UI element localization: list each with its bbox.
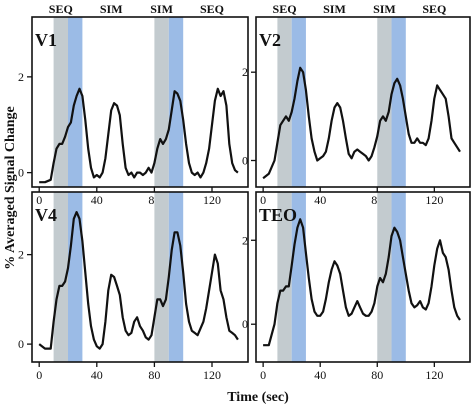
- stimulus-band-3: [377, 17, 392, 187]
- stimulus-band-4: [391, 17, 406, 187]
- stimulus-band-4: [168, 17, 184, 187]
- x-tick-label: 0: [260, 368, 266, 382]
- panel-teo: 0 40 80 120 0 2 TEO: [242, 191, 471, 382]
- panel-label: V4: [35, 205, 57, 225]
- x-tick-label: 120: [203, 368, 221, 382]
- y-tick-label: 0: [242, 154, 248, 168]
- x-tick-label: 40: [91, 368, 103, 382]
- y-axis-label: % Averaged Signal Change: [3, 106, 18, 269]
- signal-line: [262, 66, 461, 180]
- y-tick-label: 0: [18, 166, 24, 180]
- panel-v1: 0408012002V1SEQSIMSIMSEQ: [18, 2, 249, 207]
- panel-label: V1: [35, 30, 57, 50]
- x-tick-label: 120: [425, 193, 443, 207]
- stimulus-band-3: [154, 192, 169, 362]
- block-label: SEQ: [422, 2, 446, 16]
- panel-v2: 0408012002V2SEQSIMSIMSEQ: [242, 2, 471, 207]
- signal-line: [263, 218, 461, 347]
- block-label: SIM: [100, 2, 123, 16]
- plot-frame: [31, 16, 249, 188]
- plot-frame: [255, 16, 471, 188]
- x-tick-label: 120: [425, 368, 443, 382]
- block-label: SIM: [373, 2, 396, 16]
- x-tick-label: 0: [36, 193, 42, 207]
- stimulus-band-1: [53, 17, 68, 187]
- stimulus-band-4: [168, 192, 184, 362]
- x-tick-label: 80: [148, 368, 160, 382]
- x-tick-label: 40: [314, 368, 326, 382]
- signal-line: [38, 211, 239, 350]
- y-tick-label: 0: [18, 337, 24, 351]
- x-tick-label: 0: [36, 368, 42, 382]
- x-tick-label: 80: [371, 368, 383, 382]
- y-tick-label: 2: [18, 248, 24, 262]
- stimulus-band-3: [154, 17, 169, 187]
- y-tick-label: 2: [18, 70, 24, 84]
- stimulus-band-2: [291, 17, 306, 187]
- panel-label: TEO: [259, 205, 297, 225]
- x-tick-label: 0: [260, 193, 266, 207]
- x-tick-label: 120: [203, 193, 221, 207]
- block-label: SEQ: [273, 2, 297, 16]
- block-label: SEQ: [49, 2, 73, 16]
- x-axis-label: Time (sec): [227, 390, 289, 405]
- x-tick-label: 40: [314, 193, 326, 207]
- panel-label: V2: [259, 30, 281, 50]
- plot-frame: [31, 191, 249, 363]
- x-tick-label: 40: [91, 193, 103, 207]
- stimulus-band-4: [391, 192, 406, 362]
- signal-line: [39, 87, 239, 184]
- block-label: SIM: [150, 2, 173, 16]
- stimulus-band-1: [53, 192, 68, 362]
- stimulus-band-1: [277, 17, 292, 187]
- panel-v4: 0 40 80 120 0 2 V4: [18, 191, 249, 382]
- stimulus-band-1: [277, 192, 292, 362]
- y-tick-label: 2: [242, 233, 248, 247]
- y-tick-label: 2: [242, 65, 248, 79]
- block-label: SIM: [323, 2, 346, 16]
- y-tick-label: 0: [242, 317, 248, 331]
- block-label: SEQ: [200, 2, 224, 16]
- plot-frame: [255, 191, 471, 363]
